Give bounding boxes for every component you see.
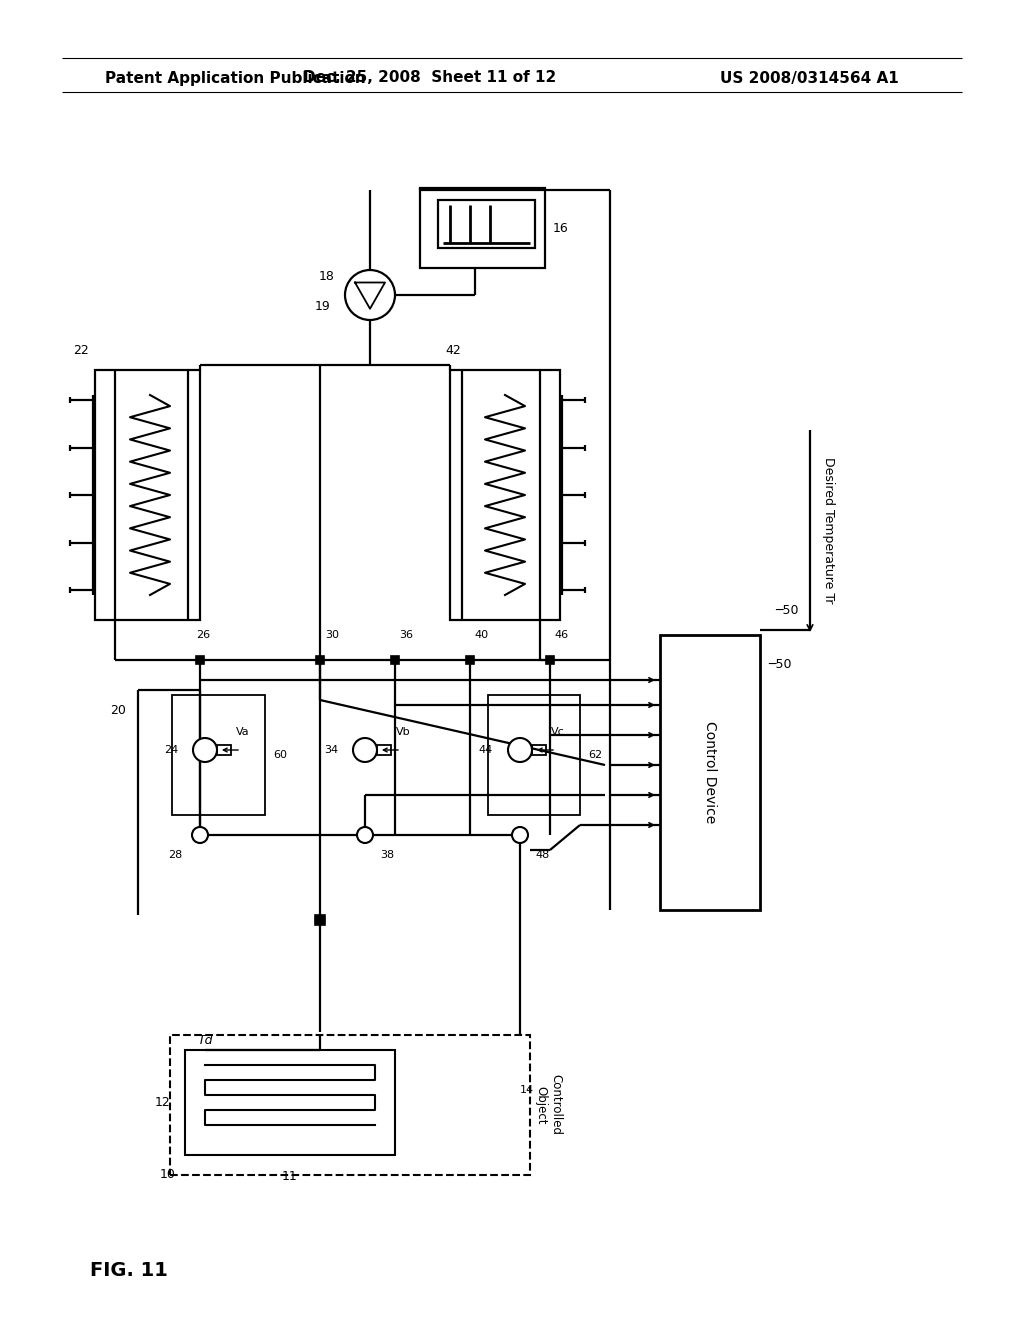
Bar bbox=[315, 915, 325, 925]
Circle shape bbox=[345, 271, 395, 319]
Circle shape bbox=[508, 738, 532, 762]
Bar bbox=[660, 635, 760, 909]
Bar bbox=[170, 1035, 530, 1175]
Bar bbox=[185, 1049, 395, 1155]
Circle shape bbox=[353, 738, 377, 762]
Circle shape bbox=[193, 738, 217, 762]
Text: 46: 46 bbox=[554, 630, 568, 640]
Text: 12: 12 bbox=[155, 1096, 170, 1109]
Text: 18: 18 bbox=[319, 271, 335, 284]
Bar bbox=[420, 187, 545, 268]
Bar bbox=[95, 370, 200, 620]
Text: 26: 26 bbox=[196, 630, 210, 640]
Text: US 2008/0314564 A1: US 2008/0314564 A1 bbox=[720, 70, 899, 86]
Text: 19: 19 bbox=[314, 301, 330, 314]
Text: Control Device: Control Device bbox=[703, 721, 717, 824]
Circle shape bbox=[512, 828, 528, 843]
Bar bbox=[391, 656, 399, 664]
Text: 34: 34 bbox=[324, 744, 338, 755]
Text: 24: 24 bbox=[164, 744, 178, 755]
Text: 42: 42 bbox=[445, 343, 461, 356]
Text: 28: 28 bbox=[168, 850, 182, 861]
Text: ─50: ─50 bbox=[775, 603, 799, 616]
Text: Td: Td bbox=[197, 1034, 213, 1047]
Bar bbox=[217, 744, 231, 755]
Bar bbox=[488, 696, 580, 814]
Text: Dec. 25, 2008  Sheet 11 of 12: Dec. 25, 2008 Sheet 11 of 12 bbox=[303, 70, 557, 86]
Text: 16: 16 bbox=[553, 222, 568, 235]
Text: ─50: ─50 bbox=[768, 659, 792, 672]
Text: 20: 20 bbox=[111, 704, 126, 717]
Text: FIG. 11: FIG. 11 bbox=[90, 1261, 168, 1279]
Text: Va: Va bbox=[236, 727, 250, 737]
Text: 38: 38 bbox=[380, 850, 394, 861]
Text: 62: 62 bbox=[588, 750, 602, 760]
Text: 11: 11 bbox=[283, 1171, 298, 1184]
Text: Patent Application Publication: Patent Application Publication bbox=[105, 70, 366, 86]
Bar bbox=[172, 696, 265, 814]
Bar bbox=[196, 656, 204, 664]
Bar bbox=[546, 656, 554, 664]
Text: Desired Temperature Tr: Desired Temperature Tr bbox=[821, 457, 835, 603]
Bar bbox=[438, 201, 535, 248]
Text: 22: 22 bbox=[73, 343, 89, 356]
Bar bbox=[532, 744, 546, 755]
Bar bbox=[316, 656, 324, 664]
Circle shape bbox=[193, 828, 208, 843]
Text: 14: 14 bbox=[520, 1085, 535, 1096]
Text: 44: 44 bbox=[479, 744, 493, 755]
Bar bbox=[377, 744, 391, 755]
Text: Controlled
Object: Controlled Object bbox=[534, 1074, 562, 1135]
Bar bbox=[450, 370, 560, 620]
Text: 40: 40 bbox=[474, 630, 488, 640]
Bar bbox=[466, 656, 474, 664]
Text: 60: 60 bbox=[273, 750, 287, 760]
Circle shape bbox=[357, 828, 373, 843]
Text: Vc: Vc bbox=[551, 727, 565, 737]
Text: 10: 10 bbox=[160, 1168, 176, 1181]
Text: 36: 36 bbox=[399, 630, 413, 640]
Text: 48: 48 bbox=[535, 850, 549, 861]
Text: Vb: Vb bbox=[396, 727, 411, 737]
Text: 30: 30 bbox=[325, 630, 339, 640]
